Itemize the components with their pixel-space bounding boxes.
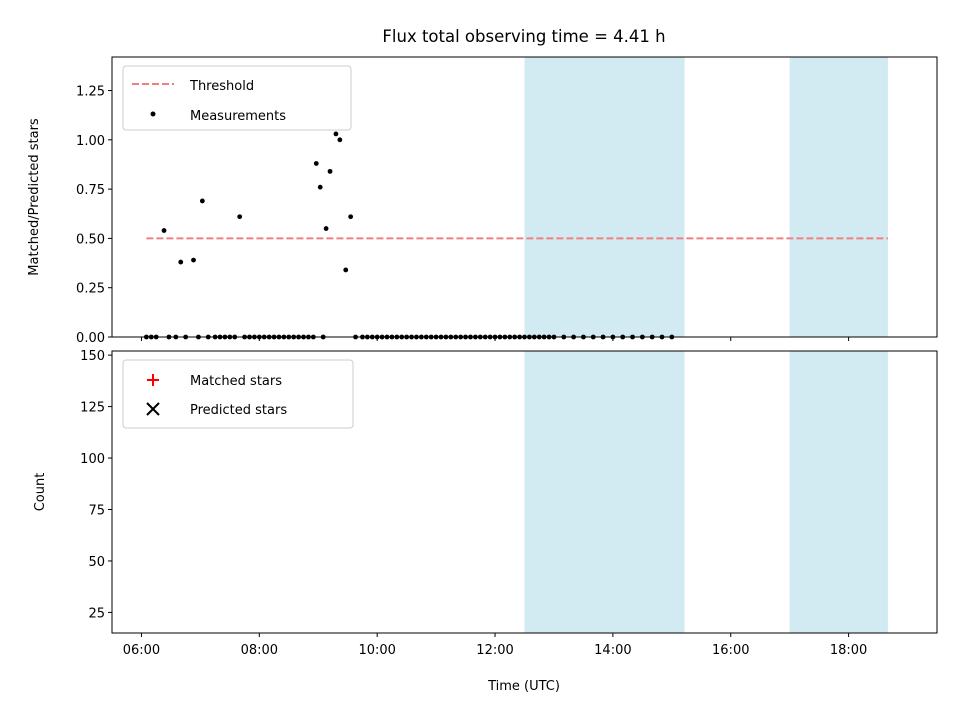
bottom-y-axis-label: Count xyxy=(33,473,48,512)
top-plot-frame xyxy=(111,56,938,338)
bottom-y-tick-label: 25 xyxy=(88,606,105,621)
measurement-point xyxy=(323,226,329,231)
top-y-tick-label: 0.00 xyxy=(76,331,105,346)
measurement-point xyxy=(237,214,243,220)
measurement-point xyxy=(178,259,184,265)
bottom-shaded-region-2 xyxy=(789,351,888,633)
bottom-y-tick-label: 75 xyxy=(88,503,105,518)
bottom-y-tick-label: 150 xyxy=(80,349,105,364)
bottom-legend: Matched stars Predicted stars xyxy=(122,359,354,429)
measurement-point xyxy=(317,184,323,190)
bottom-y-tick-label: 125 xyxy=(80,401,105,416)
top-y-tick-label: 0.50 xyxy=(76,232,105,247)
measurement-point xyxy=(191,257,196,263)
measurement-point xyxy=(333,131,339,137)
top-legend: Threshold Measurements xyxy=(122,65,352,131)
measurement-point xyxy=(348,214,354,220)
legend-label-measurements: Measurements xyxy=(190,109,286,124)
bottom-shaded-region-1 xyxy=(524,351,685,633)
measurement-point xyxy=(199,198,205,204)
chart-title: Flux total observing time = 4.41 h xyxy=(382,27,665,46)
matched-legend-swatch xyxy=(147,374,159,386)
x-axis-label: Time (UTC) xyxy=(487,679,560,694)
bottom-plot-frame xyxy=(111,350,938,634)
legend-label-matched: Matched stars xyxy=(190,374,282,389)
top-shaded-region-2 xyxy=(789,57,888,337)
top-y-tick-label: 0.75 xyxy=(76,183,105,198)
top-panel: 0.00 0.25 0.50 0.75 1.00 1.25 Matched/Predict… xyxy=(27,56,938,346)
measurement-point xyxy=(313,161,319,166)
x-tick-label: 12:00 xyxy=(476,643,513,658)
measurement-point xyxy=(337,137,343,143)
x-tick-label: 10:00 xyxy=(358,643,395,658)
top-y-tick-label: 1.25 xyxy=(76,85,105,100)
measurement-point xyxy=(327,168,333,174)
top-legend-box xyxy=(122,65,352,131)
legend-label-predicted: Predicted stars xyxy=(190,403,287,418)
top-y-tick-label: 1.00 xyxy=(76,134,105,149)
x-tick-label: 14:00 xyxy=(594,643,631,658)
bottom-y-tick-label: 100 xyxy=(80,452,105,467)
bottom-legend-box xyxy=(122,359,354,429)
legend-label-threshold: Threshold xyxy=(189,79,254,94)
top-y-tick-label: 0.25 xyxy=(76,282,105,297)
x-tick-label: 18:00 xyxy=(830,643,867,658)
x-tick-label: 08:00 xyxy=(241,643,278,658)
measurement-point xyxy=(161,228,167,233)
predicted-legend-swatch xyxy=(146,402,160,416)
measurement-point xyxy=(343,267,349,273)
bottom-panel: 25 50 75 100 125 150 06:00 08:00 10:00 12:00 14:0… xyxy=(33,349,938,694)
bottom-y-tick-label: 50 xyxy=(88,555,105,570)
x-tick-label: 16:00 xyxy=(712,643,749,658)
top-shaded-region-1 xyxy=(524,57,685,337)
x-tick-label: 06:00 xyxy=(123,643,160,658)
measurements-legend-swatch xyxy=(150,111,156,117)
top-y-axis-label: Matched/Predicted stars xyxy=(27,118,42,276)
